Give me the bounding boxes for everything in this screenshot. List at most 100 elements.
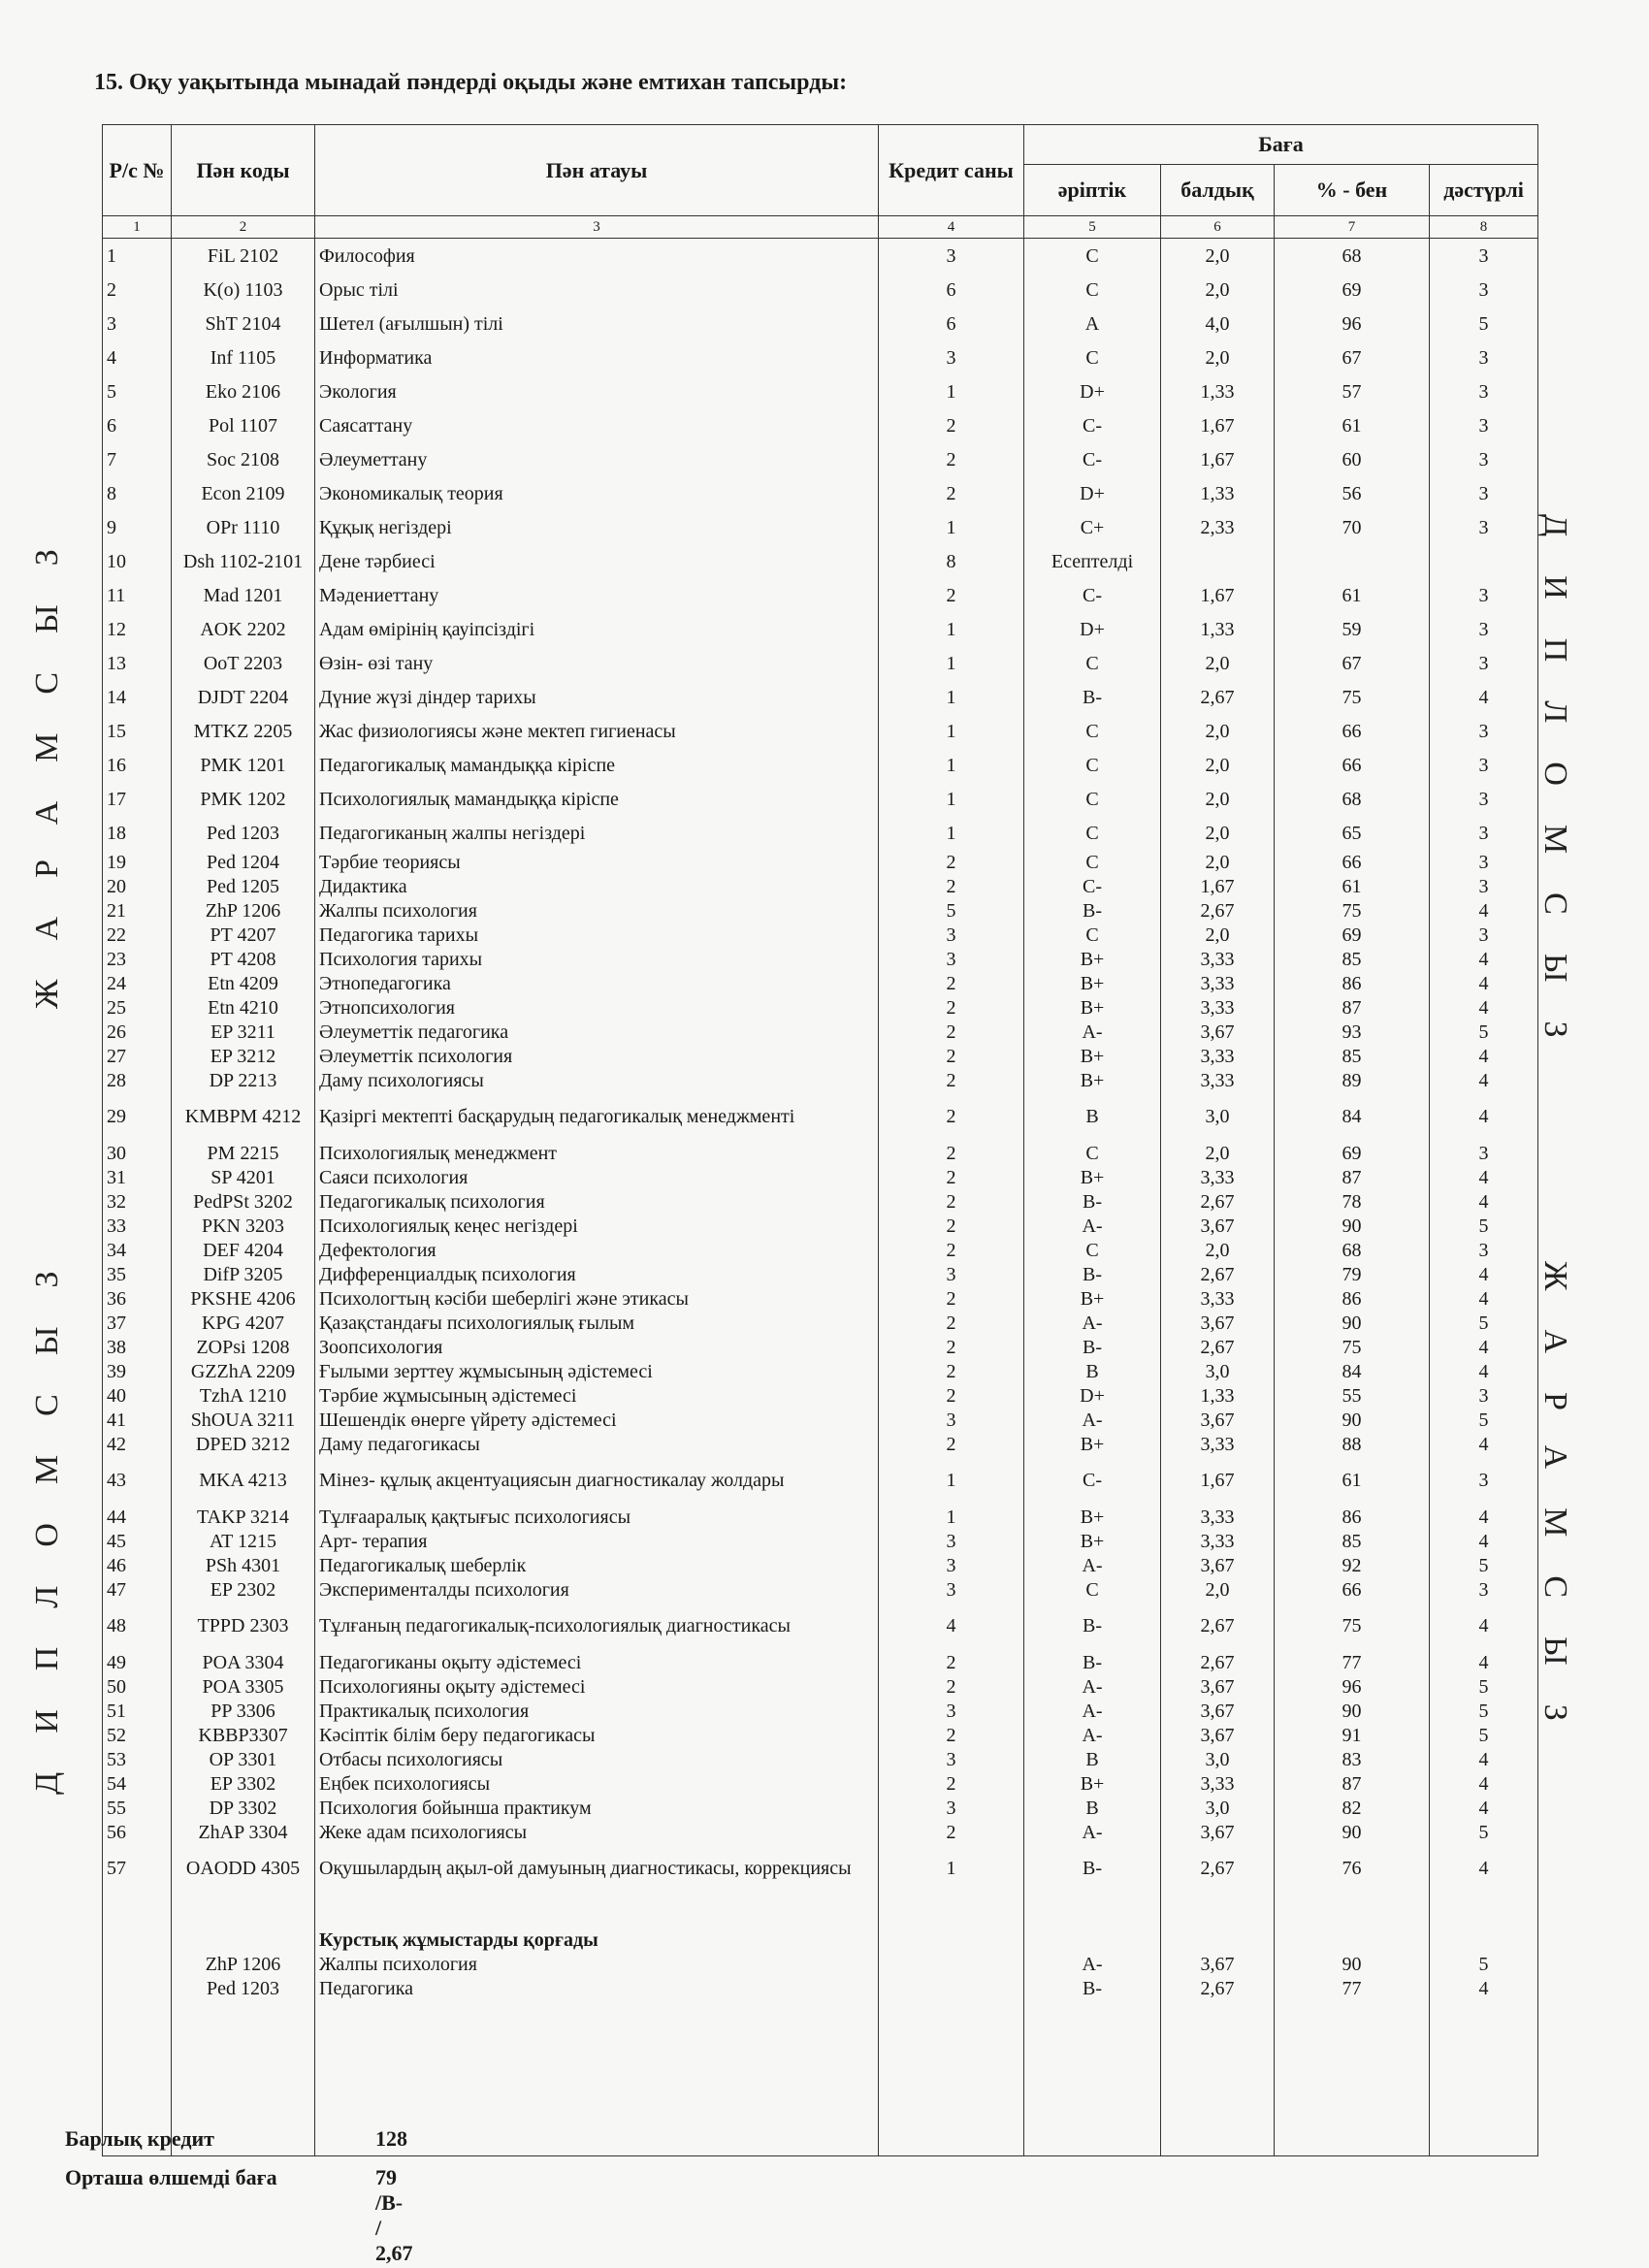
cell-credit: 3: [878, 238, 1024, 273]
cell-letter: B-: [1023, 1844, 1161, 1893]
header-code: Пән коды: [171, 124, 315, 216]
cell-name: Психологтың кәсіби шеберлігі және этикас…: [314, 1286, 879, 1311]
cell-code: PMK 1202: [171, 782, 315, 816]
table-row: 46 PSh 4301 Педагогикалық шеберлік 3 A- 3,67 9…: [102, 1553, 1539, 1577]
cell-percent: 75: [1274, 1602, 1430, 1650]
cell-name: Педагогика: [314, 1976, 879, 2000]
cell-code: Pol 1107: [171, 408, 315, 442]
cell-code: PM 2215: [171, 1141, 315, 1165]
cell-name: Құқық негіздері: [314, 510, 879, 544]
header-letter: әріптік: [1023, 164, 1161, 216]
cell-name: Отбасы психологиясы: [314, 1747, 879, 1771]
filler-row: [102, 2000, 1539, 2156]
cell-code: AOK 2202: [171, 612, 315, 646]
cell-name: Дифференциалдық психология: [314, 1262, 879, 1286]
cell-points: 2,67: [1160, 1650, 1275, 1674]
cell-points: 2,0: [1160, 646, 1275, 680]
cell-credit: 3: [878, 1577, 1024, 1602]
cell-points: 2,0: [1160, 714, 1275, 748]
cell-name: Әлеуметтану: [314, 442, 879, 476]
cell-num: 16: [102, 748, 172, 782]
cell-letter: B: [1023, 1359, 1161, 1383]
cell-traditional: 4: [1428, 1335, 1539, 1359]
cell-percent: 55: [1274, 1383, 1430, 1408]
cell-num: 32: [102, 1189, 172, 1214]
cell-code: PKSHE 4206: [171, 1286, 315, 1311]
table-row: 26 EP 3211 Әлеуметтік педагогика 2 A- 3,67 93 5: [102, 1020, 1539, 1044]
cell-name: Арт- терапия: [314, 1529, 879, 1553]
empty-cell: [1274, 1893, 1430, 1928]
cell-percent: 56: [1274, 476, 1430, 510]
cell-name: Даму психологиясы: [314, 1068, 879, 1092]
cell-letter: C: [1023, 1577, 1161, 1602]
cell-percent: 77: [1274, 1650, 1430, 1674]
cell-traditional: 3: [1428, 476, 1539, 510]
cell-num: 29: [102, 1092, 172, 1141]
cell-points: 3,33: [1160, 995, 1275, 1020]
cell-letter: B-: [1023, 1189, 1161, 1214]
cell-name: Жеке адам психологиясы: [314, 1820, 879, 1844]
cell-num: 7: [102, 442, 172, 476]
cell-traditional: 4: [1428, 971, 1539, 995]
cell-traditional: 4: [1428, 1747, 1539, 1771]
column-number: 7: [1274, 215, 1430, 239]
table-row: 43 MKA 4213 Мінез- құлық акцентуациясын ди…: [102, 1456, 1539, 1505]
cell-name: Ғылыми зерттеу жұмысының әдістемесі: [314, 1359, 879, 1383]
empty-cell: [314, 2000, 879, 2156]
cell-name: Дүние жүзі діндер тарихы: [314, 680, 879, 714]
cell-code: SP 4201: [171, 1165, 315, 1189]
cell-traditional: 3: [1428, 612, 1539, 646]
cell-num: 42: [102, 1432, 172, 1456]
cell-code: Ped 1205: [171, 874, 315, 898]
cell-credit: 6: [878, 273, 1024, 307]
cell-points: 3,67: [1160, 1699, 1275, 1723]
cell-traditional: 4: [1428, 1505, 1539, 1529]
cell-name: Саяси психология: [314, 1165, 879, 1189]
cell-num: 20: [102, 874, 172, 898]
total-credit-label: Барлық кредит: [65, 2126, 214, 2151]
cell-points: 2,0: [1160, 816, 1275, 850]
cell-letter: C+: [1023, 510, 1161, 544]
empty-cell: [1160, 1928, 1275, 1952]
table-row: 39 GZZhA 2209 Ғылыми зерттеу жұмысының әді…: [102, 1359, 1539, 1383]
cell-name: Психология бойынша практикум: [314, 1796, 879, 1820]
cell-credit: 2: [878, 1092, 1024, 1141]
cell-letter: C-: [1023, 408, 1161, 442]
cell-percent: 66: [1274, 748, 1430, 782]
cell-code: PT 4207: [171, 923, 315, 947]
cell-percent: 66: [1274, 714, 1430, 748]
cell-code: EP 3212: [171, 1044, 315, 1068]
gpa-value: 79 /B- / 2,67: [375, 2165, 413, 2265]
cell-name: Педагогикалық психология: [314, 1189, 879, 1214]
cell-letter: B+: [1023, 995, 1161, 1020]
table-row: 22 PT 4207 Педагогика тарихы 3 C 2,0 69 3: [102, 923, 1539, 947]
cell-name: Тәрбие теориясы: [314, 850, 879, 874]
cell-traditional: 4: [1428, 1844, 1539, 1893]
cell-percent: 75: [1274, 898, 1430, 923]
cell-credit: 2: [878, 874, 1024, 898]
cell-credit: 2: [878, 578, 1024, 612]
cell-name: Эксперименталды психология: [314, 1577, 879, 1602]
cell-code: PP 3306: [171, 1699, 315, 1723]
cell-traditional: 4: [1428, 680, 1539, 714]
cell-num: 56: [102, 1820, 172, 1844]
cell-credit: 2: [878, 408, 1024, 442]
cell-name: Кәсіптік білім беру педагогикасы: [314, 1723, 879, 1747]
header-points: балдық: [1160, 164, 1275, 216]
cell-code: PedPSt 3202: [171, 1189, 315, 1214]
cell-credit: 8: [878, 544, 1024, 578]
cell-traditional: 4: [1428, 1044, 1539, 1068]
cell-percent: 88: [1274, 1432, 1430, 1456]
cell-traditional: 3: [1428, 1456, 1539, 1505]
cell-percent: 84: [1274, 1359, 1430, 1383]
empty-cell: [171, 1893, 315, 1928]
cell-credit: 2: [878, 1311, 1024, 1335]
cell-code: KMBPM 4212: [171, 1092, 315, 1141]
table-row: Ped 1203 Педагогика B- 2,67 77 4: [102, 1976, 1539, 2000]
empty-cell: [1023, 2000, 1161, 2156]
cell-percent: 69: [1274, 923, 1430, 947]
cell-credit: 4: [878, 1602, 1024, 1650]
gpa-label: Орташа өлшемді баға: [65, 2165, 277, 2189]
table-row: 51 PP 3306 Практикалық психология 3 A- 3,67 90…: [102, 1699, 1539, 1723]
cell-letter: B-: [1023, 680, 1161, 714]
